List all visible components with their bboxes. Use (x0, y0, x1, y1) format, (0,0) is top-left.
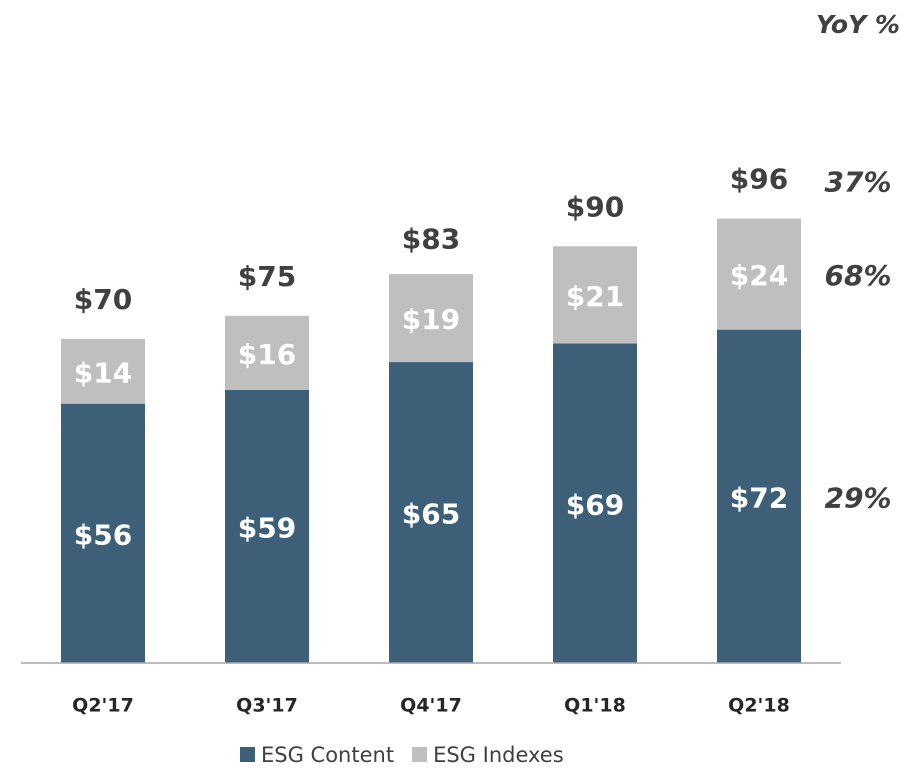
x-tick-label: Q2'17 (72, 695, 134, 717)
segment-label: $16 (238, 338, 296, 371)
segment-label: $59 (238, 511, 296, 544)
bar-segment (61, 403, 145, 663)
bar-segment (389, 274, 473, 363)
legend-swatch (240, 747, 255, 762)
x-tick-label: Q1'18 (564, 695, 626, 717)
legend-swatch (412, 747, 428, 762)
segment-label: $19 (402, 303, 460, 336)
total-label: $75 (238, 260, 296, 293)
segment-label: $72 (730, 481, 788, 514)
bar-segment (553, 246, 637, 344)
yoy-label: 37% (824, 166, 891, 199)
segment-label: $65 (402, 498, 460, 531)
x-tick-label: Q3'17 (236, 695, 298, 717)
bar-segment (225, 315, 309, 390)
segment-label: $69 (566, 488, 624, 521)
total-label: $90 (566, 190, 624, 223)
bar-segment (717, 218, 801, 330)
segment-label: $24 (730, 259, 788, 292)
legend-label: ESG Content (261, 743, 394, 767)
yoy-title: YoY % (816, 10, 900, 39)
segment-label: $14 (74, 356, 132, 389)
segment-label: $56 (74, 518, 132, 551)
total-label: $83 (402, 223, 460, 256)
bar-segment (61, 338, 145, 404)
yoy-label: 68% (824, 259, 891, 292)
total-label: $96 (730, 163, 788, 196)
bar-segment (553, 343, 637, 663)
total-label: $70 (74, 283, 132, 316)
bar-segment (225, 389, 309, 663)
x-tick-label: Q2'18 (728, 695, 790, 717)
bar-segment (717, 329, 801, 663)
yoy-label: 29% (824, 481, 891, 514)
legend-label: ESG Indexes (433, 743, 564, 767)
segment-label: $21 (566, 280, 624, 313)
bar-segment (389, 362, 473, 663)
x-tick-label: Q4'17 (400, 695, 462, 717)
